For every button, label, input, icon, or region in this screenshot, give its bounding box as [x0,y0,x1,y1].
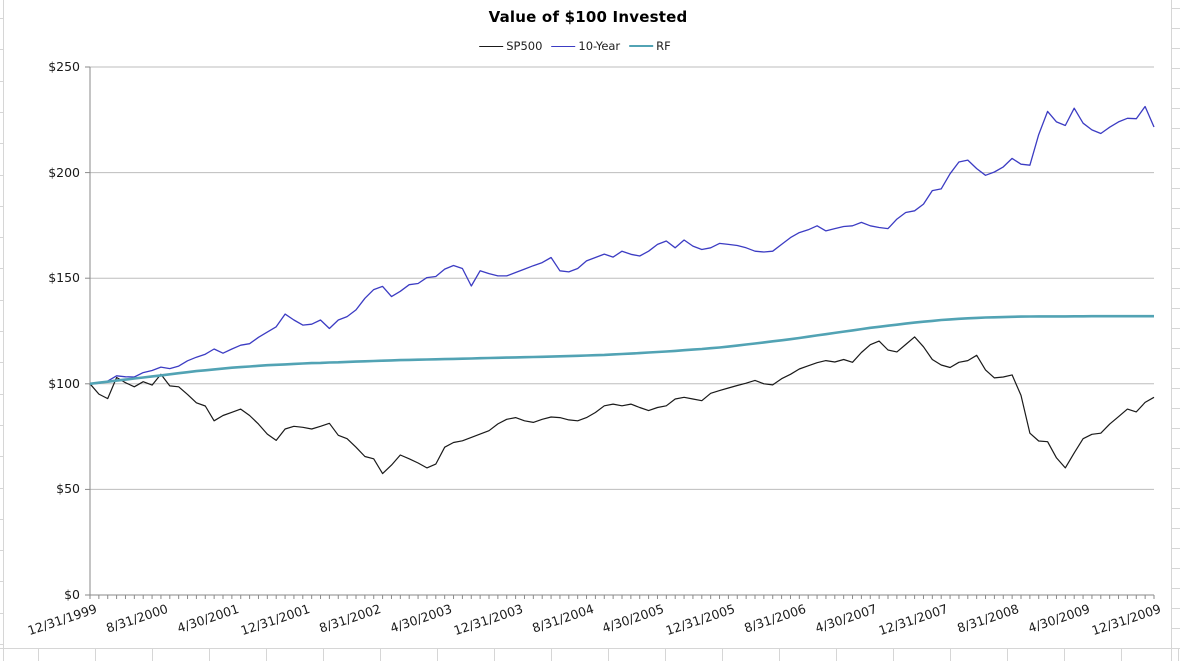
spreadsheet-gridline [0,644,3,645]
spreadsheet-gridline [95,649,96,661]
spreadsheet-gridline [1172,628,1180,629]
legend-label: RF [656,39,671,53]
legend-label: SP500 [506,39,543,53]
spreadsheet-gridline [1172,8,1180,9]
spreadsheet-gridline [1172,268,1180,269]
y-axis-label: $0 [64,587,80,602]
spreadsheet-gridline [893,649,894,661]
spreadsheet-gridline [1172,348,1180,349]
spreadsheet-gridline [0,143,3,144]
spreadsheet-gridline [1172,88,1180,89]
spreadsheet-gridline [950,649,951,661]
spreadsheet-gridline [1172,408,1180,409]
spreadsheet-gridline [1172,28,1180,29]
spreadsheet-gridline [494,649,495,661]
spreadsheet-gridline [1172,248,1180,249]
chart-title: Value of $100 Invested [488,8,688,26]
spreadsheet-gridline [38,649,39,661]
spreadsheet-gridline [1172,428,1180,429]
spreadsheet-gridline [0,81,3,82]
spreadsheet-gridline [0,237,3,238]
chart-legend: SP500 10-Year RF [479,39,671,53]
spreadsheet-gridline [665,649,666,661]
legend-item-10-year: 10-Year [551,39,620,53]
y-axis-label: $250 [48,59,80,74]
spreadsheet-gridline [1172,308,1180,309]
legend-line-swatch [551,45,576,47]
y-axis-label: $100 [48,375,80,391]
legend-item-sp500: SP500 [479,39,542,53]
spreadsheet-gridline [0,49,3,50]
spreadsheet-gridline [0,300,3,301]
spreadsheet-gridline [323,649,324,661]
spreadsheet-gridline [1172,608,1180,609]
spreadsheet-gridline [1172,48,1180,49]
spreadsheet-gridline [0,550,3,551]
spreadsheet-gridline [266,649,267,661]
spreadsheet-gridline [722,649,723,661]
spreadsheet-gridline [1172,448,1180,449]
legend-line-swatch [479,45,504,47]
spreadsheet-gridline [836,649,837,661]
spreadsheet-gridline [1121,649,1122,661]
spreadsheet-gridline [0,648,1180,649]
spreadsheet-gridline [0,425,3,426]
spreadsheet-gridline [779,649,780,661]
spreadsheet-gridline [1172,388,1180,389]
spreadsheet-gridline [608,649,609,661]
spreadsheet-gridline [1172,108,1180,109]
spreadsheet-gridline [209,649,210,661]
spreadsheet-gridline [437,649,438,661]
spreadsheet-gridline [380,649,381,661]
y-axis-label: $50 [56,481,80,497]
spreadsheet-gridline [1172,508,1180,509]
spreadsheet-gridline [1172,128,1180,129]
sp500-line [89,336,1155,475]
spreadsheet-gridline [1172,468,1180,469]
spreadsheet-gridline [0,394,3,395]
spreadsheet-gridline [1172,208,1180,209]
spreadsheet-gridline [1172,228,1180,229]
10-year-line [89,105,1155,385]
spreadsheet-gridline [1172,568,1180,569]
spreadsheet-gridline [1172,368,1180,369]
spreadsheet-gridline [0,331,3,332]
spreadsheet-gridline [1172,168,1180,169]
spreadsheet-gridline [1007,649,1008,661]
spreadsheet-gridline [1172,528,1180,529]
spreadsheet-gridline [3,0,4,661]
legend-line-swatch [629,45,654,47]
spreadsheet-gridline [0,581,3,582]
spreadsheet-gridline [1172,148,1180,149]
spreadsheet-gridline [0,175,3,176]
legend-label: 10-Year [578,39,621,53]
y-axis-label: $150 [48,270,80,286]
y-axis-label: $200 [48,164,80,180]
spreadsheet-gridline [152,649,153,661]
spreadsheet-gridline [1171,0,1172,661]
spreadsheet-gridline [0,112,3,113]
spreadsheet-gridline [0,206,3,207]
spreadsheet-gridline [0,456,3,457]
rf-line [89,314,1154,386]
spreadsheet-gridline [551,649,552,661]
spreadsheet-gridline [0,488,3,489]
spreadsheet-gridline [1172,328,1180,329]
legend-item-rf: RF [629,39,671,53]
spreadsheet-gridline [0,18,3,19]
spreadsheet-gridline [0,519,3,520]
spreadsheet-gridline [1172,548,1180,549]
spreadsheet-gridline [0,268,3,269]
spreadsheet-gridline [1172,488,1180,489]
spreadsheet-gridline [1172,288,1180,289]
spreadsheet-gridline [1172,68,1180,69]
spreadsheet-gridline [0,613,3,614]
spreadsheet-gridline [1172,188,1180,189]
spreadsheet-gridline [0,362,3,363]
spreadsheet-gridline [1178,649,1179,661]
spreadsheet-gridline [1172,588,1180,589]
spreadsheet-gridline [1064,649,1065,661]
